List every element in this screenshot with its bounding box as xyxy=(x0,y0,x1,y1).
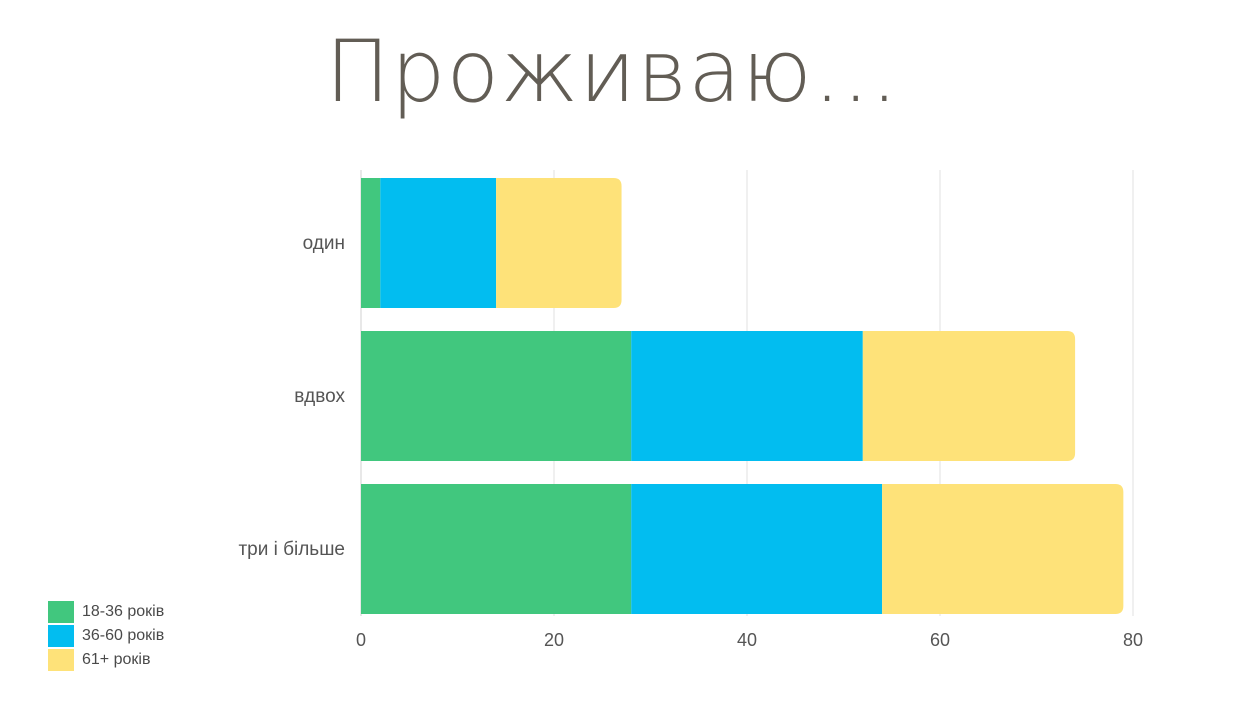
legend-swatch xyxy=(48,649,74,671)
bar-1-series-1 xyxy=(361,178,381,308)
legend-item-61-plus: 61+ років xyxy=(48,648,164,672)
bar-1-series-2 xyxy=(380,178,497,308)
legend-swatch xyxy=(48,625,74,647)
bar-2-series-2 xyxy=(631,331,863,461)
legend-label: 61+ років xyxy=(82,651,151,668)
x-tick-label: 0 xyxy=(356,630,366,650)
x-tick-label: 40 xyxy=(737,630,757,650)
x-tick-label: 80 xyxy=(1123,630,1143,650)
legend-swatch xyxy=(48,601,74,623)
y-category-label: один xyxy=(303,233,345,254)
legend-item-36-60: 36-60 років xyxy=(48,624,164,648)
legend-label: 36-60 років xyxy=(82,627,165,644)
legend-item-18-36: 18-36 років xyxy=(48,600,164,624)
chart-legend: 18-36 років 36-60 років 61+ років xyxy=(48,600,164,672)
legend-label: 18-36 років xyxy=(82,603,165,620)
x-tick-label: 20 xyxy=(544,630,564,650)
chart-title: Проживаю… xyxy=(325,22,900,122)
bar-3-series-1 xyxy=(361,484,632,614)
x-tick-label: 60 xyxy=(930,630,950,650)
bar-3-series-2 xyxy=(631,484,883,614)
bar-1-series-3 xyxy=(496,178,622,308)
y-category-label: вдвох xyxy=(294,386,345,407)
bar-2-series-3 xyxy=(862,331,1076,461)
y-category-label: три і більше xyxy=(238,539,345,560)
bar-2-series-1 xyxy=(361,331,632,461)
bar-3-series-3 xyxy=(882,484,1124,614)
